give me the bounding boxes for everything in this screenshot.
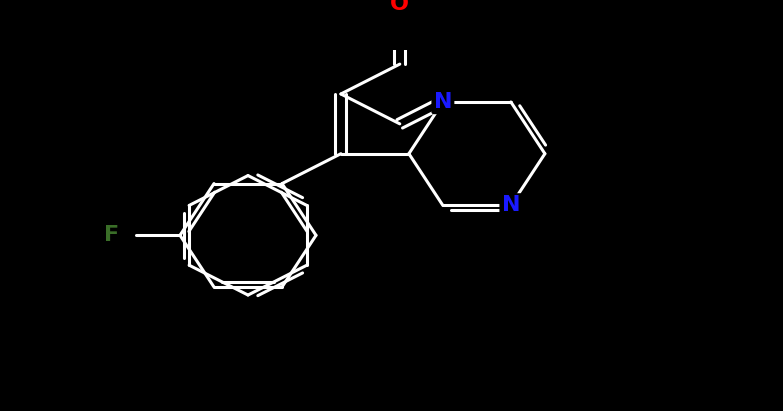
Text: F: F [104,225,120,245]
Text: O: O [390,0,410,14]
Text: N: N [434,92,452,112]
Text: N: N [502,196,520,215]
